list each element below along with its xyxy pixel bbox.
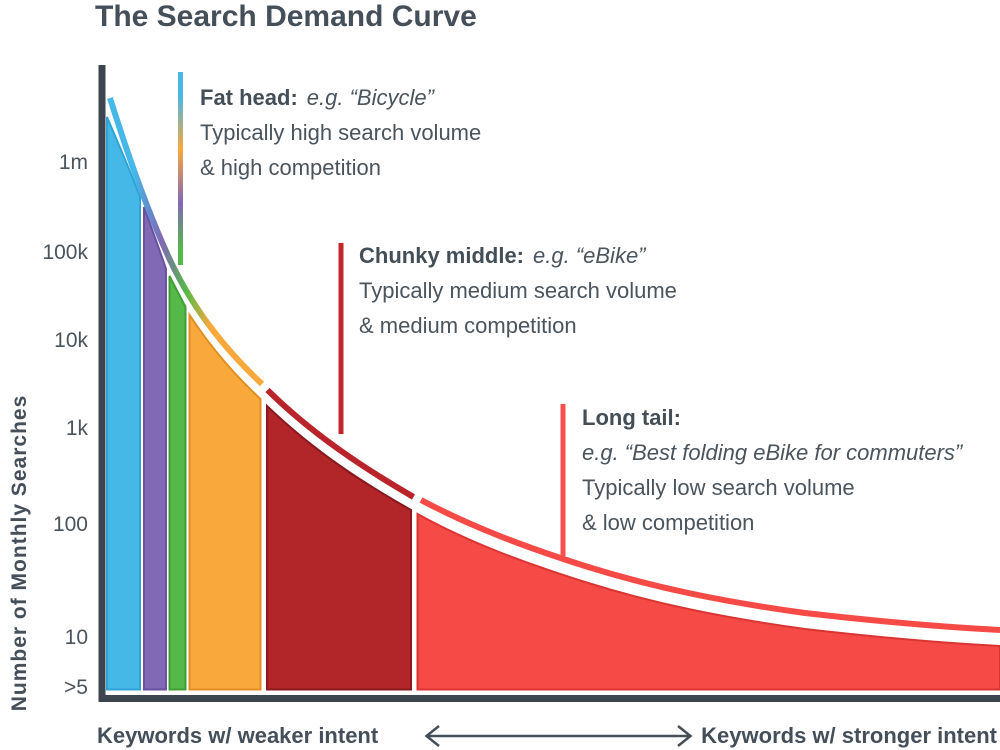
annotation-fat-head-label: Fat head:: [200, 85, 298, 110]
annotation-long-tail-line-2: & low competition: [582, 510, 755, 535]
annotation-chunky-middle-title: Chunky middle: e.g. “eBike”: [359, 238, 677, 273]
y-tick-10k: 10k: [54, 329, 88, 352]
curve-stroke-middle: [265, 387, 416, 500]
annotation-long-tail-label: Long tail:: [582, 405, 681, 430]
annotation-fat-head-example: e.g. “Bicycle”: [306, 85, 434, 110]
area-segment-fat-head-purple: [143, 206, 167, 691]
annotation-long-tail: Long tail: e.g. “Best folding eBike for …: [582, 400, 962, 540]
annotation-chunky-middle-line-2: & medium competition: [359, 313, 577, 338]
annotation-chunky-middle-example: e.g. “eBike”: [533, 243, 646, 268]
annotation-fat-head-title: Fat head: e.g. “Bicycle”: [200, 80, 481, 115]
area-segment-chunky-orange: [188, 311, 262, 691]
annotation-fat-head-line-2: & high competition: [200, 155, 381, 180]
x-axis-stronger-intent-label: Keywords w/ stronger intent: [701, 723, 997, 748]
annotation-long-tail-example: e.g. “Best folding eBike for commuters”: [582, 440, 963, 465]
y-tick-100k: 100k: [42, 241, 88, 264]
annotation-chunky-middle: Chunky middle: e.g. “eBike” Typically med…: [359, 238, 677, 343]
area-segment-long-tail-red: [416, 512, 1000, 691]
y-tick-1k: 1k: [65, 417, 88, 440]
page-title: The Search Demand Curve: [95, 0, 477, 33]
annotation-long-tail-line-1: Typically low search volume: [582, 475, 855, 500]
area-segment-chunky-darkred: [266, 403, 412, 691]
double-arrow-icon: [424, 725, 693, 747]
y-tick-10: 10: [64, 626, 88, 649]
y-tick-100: 100: [52, 513, 88, 536]
area-segment-fat-head-blue: [106, 116, 141, 691]
y-tick-1m: 1m: [58, 151, 88, 174]
annotation-fat-head: Fat head: e.g. “Bicycle” Typically high s…: [200, 80, 481, 185]
curve-stroke-tail: [419, 497, 1000, 633]
x-axis-weaker-intent-label: Keywords w/ weaker intent: [97, 723, 379, 748]
annotation-fat-head-line-1: Typically high search volume: [200, 120, 482, 145]
annotation-chunky-middle-line-1: Typically medium search volume: [359, 278, 677, 303]
y-axis-label: Number of Monthly Searches: [8, 394, 31, 712]
annotation-chunky-middle-label: Chunky middle:: [359, 243, 525, 268]
curve-stroke-head: [107, 97, 265, 387]
y-tick-gt5: >5: [64, 676, 88, 699]
area-segment-fat-head-green: [168, 275, 187, 691]
